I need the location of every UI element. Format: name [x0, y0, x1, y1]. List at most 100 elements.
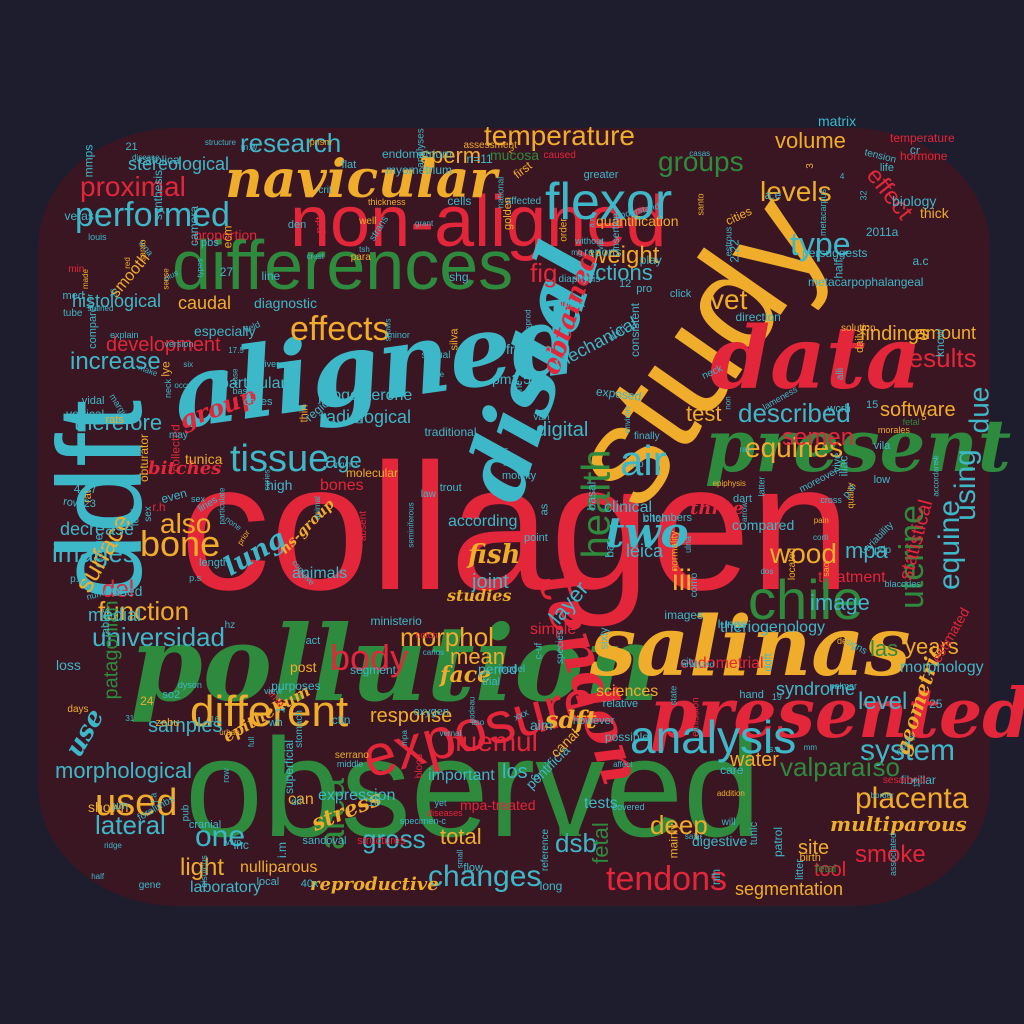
word-n-11: n=11 — [466, 151, 493, 166]
word-order: order — [559, 217, 571, 242]
word-daily: daily — [853, 330, 866, 354]
word-days: days — [67, 704, 89, 716]
word-p-s: p.s — [189, 572, 202, 583]
word-digital: digital — [536, 419, 589, 441]
word-int: int — [558, 816, 582, 841]
word-fraction: fraction — [506, 341, 552, 357]
word-dyson: dyson — [177, 679, 202, 690]
word-decrease: used — [112, 583, 143, 599]
word-seminiferous: seminiferous — [406, 502, 416, 548]
word-samples: samples — [148, 715, 223, 737]
word-bisulcus: bisulcus — [198, 855, 209, 889]
word-van: van — [533, 411, 550, 423]
word-m-w: m.w — [240, 142, 258, 153]
word-addition: addition — [716, 788, 745, 798]
word-neck: neck — [163, 379, 174, 399]
word-reference: reference — [539, 829, 551, 872]
word-years: years — [905, 634, 959, 659]
word-room: room — [500, 447, 510, 466]
word-lateral: lateral — [95, 810, 166, 840]
word-sdft: sdft — [545, 705, 597, 734]
word-13: 13 — [912, 778, 922, 788]
word-cross: cross — [820, 495, 842, 506]
word-mm: mm — [803, 743, 818, 753]
word-vernal: vernal — [439, 728, 462, 738]
word-mpa: mpa — [845, 538, 888, 563]
word-radiological: radiological — [320, 407, 412, 427]
word-vivo: vivo — [225, 836, 242, 847]
word-results: results — [900, 343, 977, 373]
word-as: as — [538, 503, 551, 516]
word-important: important — [428, 767, 495, 784]
word-therefore: therefore — [74, 410, 163, 435]
word-como: como — [689, 572, 701, 597]
word-presented: presented — [650, 674, 1024, 754]
word-synthesis: synthesis — [150, 170, 165, 221]
word-two: two — [605, 508, 689, 557]
word-located: located — [787, 547, 799, 581]
word-dsb: dsb — [555, 828, 597, 858]
word-clinical: clinical — [604, 499, 653, 516]
word-dos: dos — [760, 566, 774, 576]
word-21: 21 — [125, 140, 138, 153]
word-7: 7 — [932, 457, 939, 469]
word-findings: findings — [860, 323, 929, 345]
word-structure: structure — [204, 137, 236, 147]
word-also: also — [160, 508, 212, 539]
word-p-y: p.y — [70, 574, 84, 586]
word-fossa: fossa — [561, 298, 585, 310]
word-palmar: palmar — [829, 681, 857, 691]
word-2-22: 2.22 — [727, 239, 742, 264]
word-morphology: morphology — [900, 659, 984, 676]
word-a-c: a.c — [912, 254, 929, 269]
word-i-m: i.m — [275, 841, 290, 858]
word-crit: crit — [318, 185, 332, 197]
word-according: according — [448, 513, 518, 530]
word-cases: cases — [243, 395, 273, 408]
word-disease: disease — [131, 152, 160, 162]
word-multiparous: multiparous — [830, 812, 967, 836]
word-pontificia: mpa-treated — [460, 797, 536, 813]
word-a-m: a.m — [588, 214, 598, 228]
word-epiphysis: epiphysis — [712, 479, 746, 489]
word-pdt: pdt — [312, 216, 327, 234]
word-deer: deer — [837, 636, 856, 647]
word-expression: expression — [318, 787, 396, 804]
word-animal: animal — [312, 496, 322, 521]
word-fibrillar: fibrillar — [900, 773, 936, 788]
word-can: studies — [447, 586, 512, 605]
word-endometrial: endometrial — [680, 655, 764, 672]
word-point: point — [524, 532, 548, 545]
word-chile: chile — [748, 568, 864, 631]
word-hz: hz — [224, 619, 236, 631]
word-reports: reports — [584, 244, 622, 259]
word-flexor: flexor — [545, 173, 673, 231]
word-water: water — [730, 749, 779, 771]
word-basal: basal — [584, 481, 599, 511]
word-non-aligned: non-aligned — [290, 182, 667, 262]
word-environ: environ — [622, 406, 632, 434]
word-associated: associated — [887, 833, 898, 877]
word-32: 32 — [858, 190, 869, 201]
word-persuggests: persuggests — [802, 246, 868, 261]
word-pain: pain — [813, 515, 829, 525]
word-animals: animals — [292, 565, 348, 582]
word-pro: pro — [636, 282, 653, 295]
word-data: data — [710, 308, 922, 409]
word-15: 15 — [866, 399, 879, 412]
word-weight: weight — [590, 242, 660, 269]
word-tunica: tunica — [185, 451, 223, 467]
word-may: may — [169, 429, 188, 441]
word-model: model — [497, 664, 526, 676]
word-row: row — [61, 495, 82, 510]
word-matrix: matrix — [818, 113, 857, 129]
word-19: 19 — [771, 691, 782, 702]
word-segment: segment — [349, 662, 396, 677]
word-low: low — [873, 474, 891, 487]
word-diaphysis: diaphysis — [558, 274, 601, 286]
word-fold: fold — [129, 508, 142, 527]
word-1: 1 — [273, 706, 288, 714]
word-flow: flow — [463, 862, 483, 875]
word-tube: tube — [63, 307, 83, 319]
word-endometrium: myometrium — [386, 163, 453, 177]
